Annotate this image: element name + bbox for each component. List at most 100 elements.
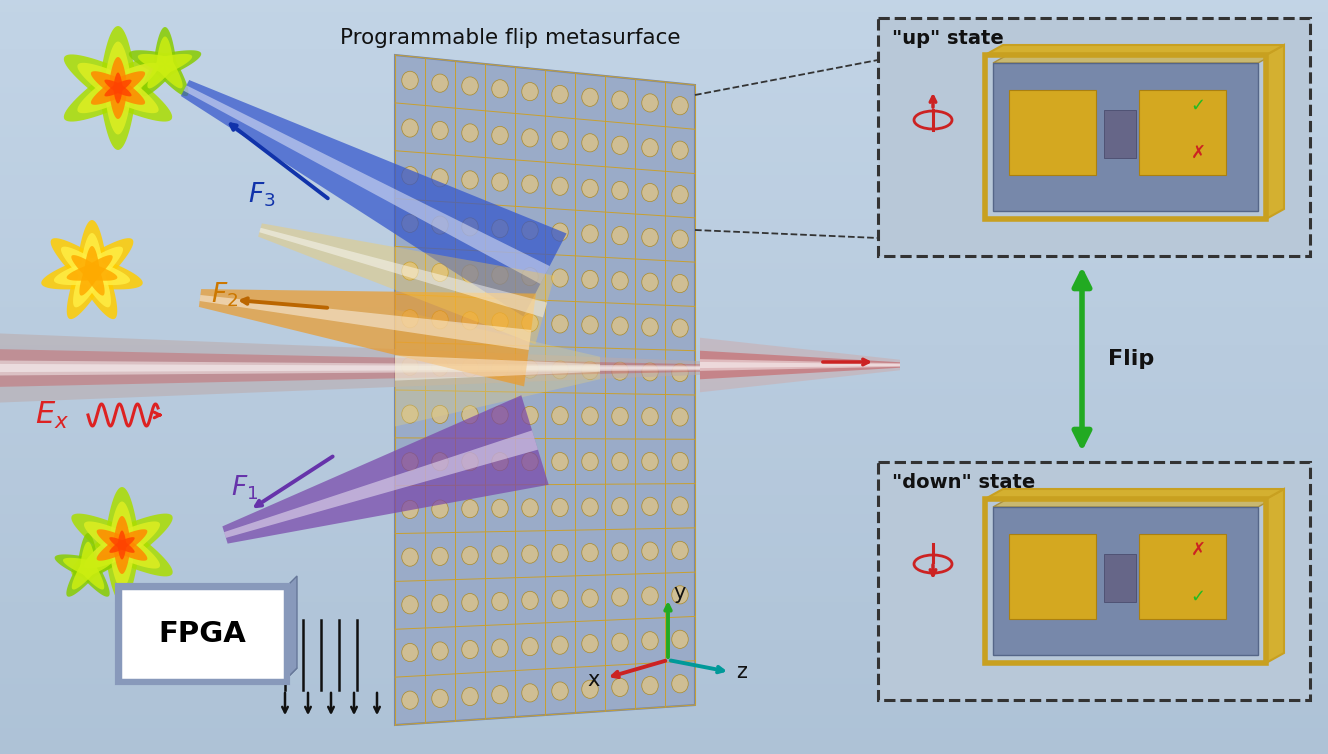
Bar bbox=[0, 195, 1328, 201]
Ellipse shape bbox=[462, 311, 478, 330]
Polygon shape bbox=[105, 84, 121, 97]
Bar bbox=[878, 18, 1309, 256]
Bar bbox=[0, 119, 1328, 126]
Ellipse shape bbox=[432, 406, 449, 424]
Bar bbox=[0, 75, 1328, 81]
Polygon shape bbox=[80, 542, 96, 568]
Polygon shape bbox=[0, 363, 700, 372]
Polygon shape bbox=[112, 76, 158, 113]
Polygon shape bbox=[162, 51, 202, 76]
Ellipse shape bbox=[582, 271, 598, 289]
Polygon shape bbox=[85, 554, 121, 578]
Bar bbox=[0, 0, 1328, 6]
Ellipse shape bbox=[582, 316, 598, 334]
Polygon shape bbox=[116, 522, 159, 556]
Polygon shape bbox=[155, 58, 189, 97]
Bar bbox=[0, 559, 1328, 566]
Polygon shape bbox=[88, 255, 113, 278]
Bar bbox=[0, 333, 1328, 339]
Ellipse shape bbox=[551, 131, 568, 149]
Ellipse shape bbox=[432, 642, 449, 660]
Bar bbox=[0, 277, 1328, 283]
Ellipse shape bbox=[551, 498, 568, 516]
Polygon shape bbox=[50, 238, 102, 284]
Polygon shape bbox=[985, 489, 1284, 499]
Ellipse shape bbox=[432, 121, 449, 139]
Bar bbox=[0, 635, 1328, 641]
Ellipse shape bbox=[551, 452, 568, 470]
Ellipse shape bbox=[582, 544, 598, 562]
Ellipse shape bbox=[462, 77, 478, 95]
Bar bbox=[0, 239, 1328, 245]
Ellipse shape bbox=[582, 680, 598, 698]
Polygon shape bbox=[109, 57, 127, 88]
Polygon shape bbox=[0, 360, 700, 375]
Bar bbox=[1138, 534, 1226, 620]
Bar bbox=[0, 748, 1328, 754]
Polygon shape bbox=[85, 558, 113, 575]
Ellipse shape bbox=[432, 263, 449, 281]
Bar bbox=[0, 19, 1328, 25]
Ellipse shape bbox=[402, 310, 418, 328]
Polygon shape bbox=[97, 529, 126, 553]
Bar bbox=[0, 264, 1328, 270]
Bar bbox=[0, 81, 1328, 88]
Ellipse shape bbox=[612, 679, 628, 697]
Bar bbox=[0, 590, 1328, 597]
Bar bbox=[0, 226, 1328, 232]
Bar bbox=[0, 25, 1328, 32]
Polygon shape bbox=[77, 63, 125, 100]
Bar bbox=[0, 402, 1328, 409]
Bar bbox=[993, 63, 1258, 211]
Bar bbox=[0, 697, 1328, 703]
Polygon shape bbox=[394, 55, 695, 725]
Text: ✗: ✗ bbox=[1190, 541, 1206, 559]
Polygon shape bbox=[0, 348, 700, 388]
Polygon shape bbox=[89, 257, 143, 290]
Bar bbox=[0, 477, 1328, 484]
Bar bbox=[993, 507, 1258, 655]
Bar bbox=[0, 710, 1328, 716]
Bar bbox=[0, 170, 1328, 176]
Ellipse shape bbox=[612, 271, 628, 290]
Polygon shape bbox=[113, 516, 130, 545]
Polygon shape bbox=[113, 71, 145, 96]
Bar bbox=[0, 641, 1328, 647]
Ellipse shape bbox=[402, 501, 418, 519]
Polygon shape bbox=[80, 233, 104, 272]
Polygon shape bbox=[158, 60, 183, 88]
Ellipse shape bbox=[672, 497, 688, 515]
Ellipse shape bbox=[612, 543, 628, 561]
Bar bbox=[0, 528, 1328, 534]
Ellipse shape bbox=[491, 639, 509, 657]
Ellipse shape bbox=[402, 691, 418, 710]
Bar bbox=[0, 703, 1328, 710]
Ellipse shape bbox=[582, 452, 598, 470]
Ellipse shape bbox=[491, 406, 509, 425]
Ellipse shape bbox=[551, 315, 568, 333]
Polygon shape bbox=[100, 88, 137, 150]
Ellipse shape bbox=[672, 363, 688, 382]
Bar bbox=[0, 446, 1328, 452]
Polygon shape bbox=[118, 545, 126, 559]
Bar bbox=[0, 302, 1328, 308]
Ellipse shape bbox=[672, 97, 688, 115]
Ellipse shape bbox=[551, 682, 568, 700]
Bar bbox=[0, 6, 1328, 13]
Ellipse shape bbox=[582, 179, 598, 198]
Polygon shape bbox=[394, 309, 600, 427]
Ellipse shape bbox=[402, 119, 418, 137]
Bar bbox=[0, 145, 1328, 151]
Bar bbox=[0, 320, 1328, 326]
Bar bbox=[0, 654, 1328, 660]
Ellipse shape bbox=[522, 268, 538, 286]
Bar bbox=[0, 371, 1328, 377]
Ellipse shape bbox=[402, 71, 418, 90]
Ellipse shape bbox=[432, 452, 449, 470]
Ellipse shape bbox=[641, 183, 659, 201]
Bar bbox=[0, 94, 1328, 100]
Ellipse shape bbox=[612, 498, 628, 516]
Bar bbox=[0, 541, 1328, 547]
Ellipse shape bbox=[551, 544, 568, 562]
Polygon shape bbox=[286, 576, 297, 680]
